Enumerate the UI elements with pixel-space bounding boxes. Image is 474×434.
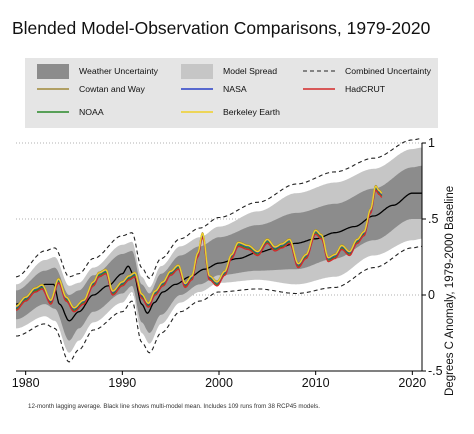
combined-uncertainty-lower xyxy=(16,245,422,363)
weather-uncertainty-band xyxy=(16,165,422,341)
x-tick-label-1980: 1980 xyxy=(12,376,40,390)
x-tick-label-2000: 2000 xyxy=(205,376,233,390)
legend-label-berkeley-earth: Berkeley Earth xyxy=(223,107,280,117)
legend-box xyxy=(25,58,438,128)
legend: Weather Uncertainty Model Spread Combined … xyxy=(25,58,438,128)
y-tick-label-2: 0 xyxy=(428,288,435,302)
legend-label-nasa: NASA xyxy=(223,84,247,94)
legend-swatch-model-spread xyxy=(181,64,213,79)
legend-label-combined-uncertainty: Combined Uncertainty xyxy=(345,66,432,76)
model-mean-line xyxy=(15,192,422,322)
footnote: 12-month lagging average. Black line sho… xyxy=(28,403,320,410)
series-berkeley-earth xyxy=(15,185,383,309)
legend-label-hadcrut: HadCRUT xyxy=(345,84,386,94)
y-tick-label-0: 1 xyxy=(428,136,435,150)
y-tick-label-3: -.5 xyxy=(428,364,443,378)
series-hadcrut xyxy=(15,189,383,313)
legend-label-noaa: NOAA xyxy=(79,107,104,117)
legend-label-weather-uncertainty: Weather Uncertainty xyxy=(79,66,159,76)
legend-swatch-weather-uncertainty xyxy=(37,64,69,79)
uncertainty-bands xyxy=(15,137,423,363)
legend-label-cowtan-and-way: Cowtan and Way xyxy=(79,84,145,94)
series-lines xyxy=(15,184,422,322)
chart-title: Blended Model-Observation Comparisons, 1… xyxy=(12,18,431,38)
y-axis-label: Degrees C Anomaly, 1979-2000 Baseline xyxy=(444,185,456,396)
x-tick-label-2020: 2020 xyxy=(398,376,426,390)
axes: 1980 1990 2000 2010 2020 1 .5 0 -.5 xyxy=(12,136,443,390)
legend-label-model-spread: Model Spread xyxy=(223,66,277,76)
x-tick-label-2010: 2010 xyxy=(302,376,330,390)
combined-uncertainty-upper xyxy=(15,137,423,279)
y-tick-label-1: .5 xyxy=(428,212,438,226)
x-tick-label-1990: 1990 xyxy=(108,376,136,390)
